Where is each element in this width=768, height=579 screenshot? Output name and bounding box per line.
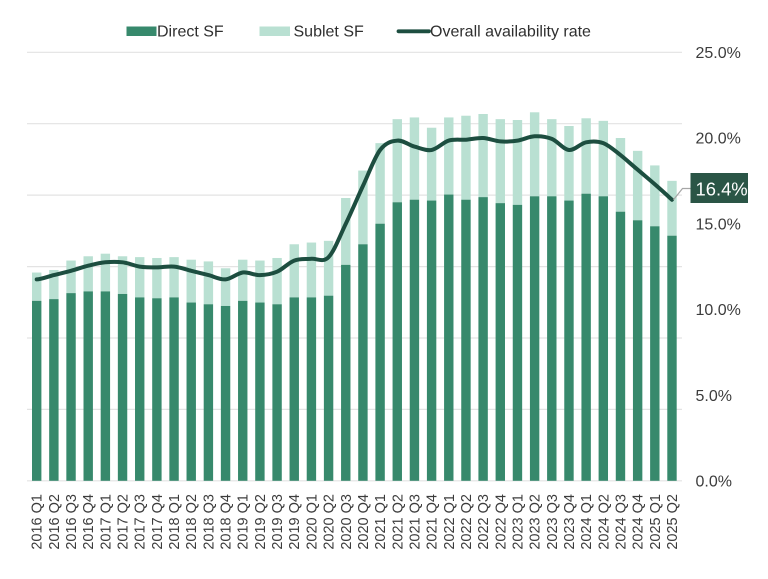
- svg-text:15.0%: 15.0%: [696, 216, 741, 233]
- svg-text:Direct SF: Direct SF: [157, 24, 224, 41]
- svg-text:20.0%: 20.0%: [696, 131, 741, 148]
- svg-text:2024 Q1: 2024 Q1: [579, 494, 595, 550]
- svg-text:2020 Q3: 2020 Q3: [339, 494, 355, 550]
- svg-text:2022 Q1: 2022 Q1: [442, 494, 458, 550]
- svg-text:2021 Q4: 2021 Q4: [425, 494, 441, 550]
- svg-text:2024 Q4: 2024 Q4: [631, 494, 647, 550]
- svg-text:2025 Q2: 2025 Q2: [665, 494, 681, 550]
- svg-text:2020 Q4: 2020 Q4: [356, 494, 372, 550]
- svg-text:2018 Q4: 2018 Q4: [219, 494, 235, 550]
- svg-text:2019 Q3: 2019 Q3: [270, 494, 286, 550]
- svg-text:2020 Q2: 2020 Q2: [322, 494, 338, 550]
- svg-text:2016 Q2: 2016 Q2: [47, 494, 63, 550]
- svg-text:2017 Q3: 2017 Q3: [133, 494, 149, 550]
- svg-text:0.0%: 0.0%: [696, 474, 732, 491]
- svg-text:2016 Q4: 2016 Q4: [81, 494, 97, 550]
- svg-text:2021 Q1: 2021 Q1: [373, 494, 389, 550]
- svg-text:Overall availability rate: Overall availability rate: [430, 24, 591, 41]
- svg-text:2018 Q3: 2018 Q3: [201, 494, 217, 550]
- svg-text:2023 Q1: 2023 Q1: [511, 494, 527, 550]
- svg-text:2023 Q3: 2023 Q3: [545, 494, 561, 550]
- svg-text:2019 Q2: 2019 Q2: [253, 494, 269, 550]
- svg-text:2017 Q2: 2017 Q2: [116, 494, 132, 550]
- svg-text:25.0%: 25.0%: [696, 45, 741, 62]
- svg-text:Sublet SF: Sublet SF: [294, 24, 364, 41]
- svg-text:2017 Q4: 2017 Q4: [150, 494, 166, 550]
- svg-text:5.0%: 5.0%: [696, 388, 732, 405]
- svg-text:2022 Q4: 2022 Q4: [493, 494, 509, 550]
- svg-text:2021 Q3: 2021 Q3: [407, 494, 423, 550]
- svg-text:10.0%: 10.0%: [696, 302, 741, 319]
- svg-text:2023 Q2: 2023 Q2: [528, 494, 544, 550]
- svg-text:2017 Q1: 2017 Q1: [98, 494, 114, 550]
- svg-text:2025 Q1: 2025 Q1: [648, 494, 664, 550]
- svg-text:2023 Q4: 2023 Q4: [562, 494, 578, 550]
- svg-text:2019 Q4: 2019 Q4: [287, 494, 303, 550]
- svg-text:2016 Q3: 2016 Q3: [64, 494, 80, 550]
- svg-text:2024 Q3: 2024 Q3: [614, 494, 630, 550]
- svg-text:2020 Q1: 2020 Q1: [304, 494, 320, 550]
- svg-text:2019 Q1: 2019 Q1: [236, 494, 252, 550]
- svg-text:2024 Q2: 2024 Q2: [596, 494, 612, 550]
- svg-text:2016 Q1: 2016 Q1: [30, 494, 46, 550]
- svg-text:2018 Q2: 2018 Q2: [184, 494, 200, 550]
- svg-text:16.4%: 16.4%: [696, 178, 748, 199]
- svg-text:2018 Q1: 2018 Q1: [167, 494, 183, 550]
- svg-text:2021 Q2: 2021 Q2: [390, 494, 406, 550]
- svg-text:2022 Q2: 2022 Q2: [459, 494, 475, 550]
- svg-text:2022 Q3: 2022 Q3: [476, 494, 492, 550]
